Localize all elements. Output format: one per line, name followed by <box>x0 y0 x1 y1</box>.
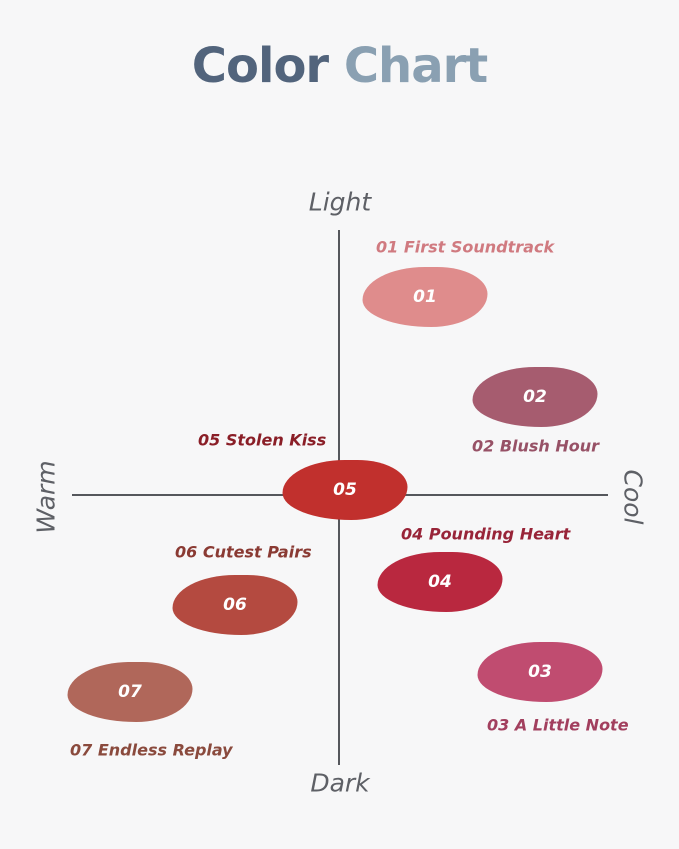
shade-label-02: 02 Blush Hour <box>472 436 600 456</box>
swatch-05: 05 <box>282 460 408 520</box>
title-part2: Chart <box>343 38 488 94</box>
shade-label-07: 07 Endless Replay <box>70 740 233 760</box>
shade-label-05: 05 Stolen Kiss <box>198 430 327 450</box>
swatch-07: 07 <box>67 662 193 722</box>
shade-label-04: 04 Pounding Heart <box>401 524 571 544</box>
swatch-01: 01 <box>362 267 488 327</box>
axis-label-dark: Dark <box>310 768 370 798</box>
title-part1: Color <box>191 38 329 94</box>
axis-label-warm: Warm <box>31 460 61 534</box>
swatch-03: 03 <box>477 642 603 702</box>
swatch-02: 02 <box>472 367 598 427</box>
axis-label-cool: Cool <box>618 469 648 525</box>
shade-label-01: 01 First Soundtrack <box>376 237 555 257</box>
swatch-04: 04 <box>377 552 503 612</box>
axis-label-light: Light <box>308 187 372 217</box>
shade-label-06: 06 Cutest Pairs <box>175 542 312 562</box>
shade-label-03: 03 A Little Note <box>487 715 629 735</box>
swatch-06: 06 <box>172 575 298 635</box>
chart-title: Color Chart <box>0 38 679 94</box>
